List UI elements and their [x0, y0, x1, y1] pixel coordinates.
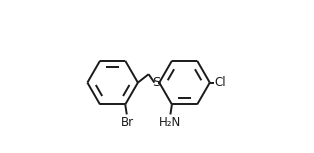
Text: S: S [152, 76, 160, 89]
Text: Br: Br [121, 116, 134, 129]
Text: H₂N: H₂N [159, 116, 181, 129]
Text: Cl: Cl [215, 76, 226, 89]
